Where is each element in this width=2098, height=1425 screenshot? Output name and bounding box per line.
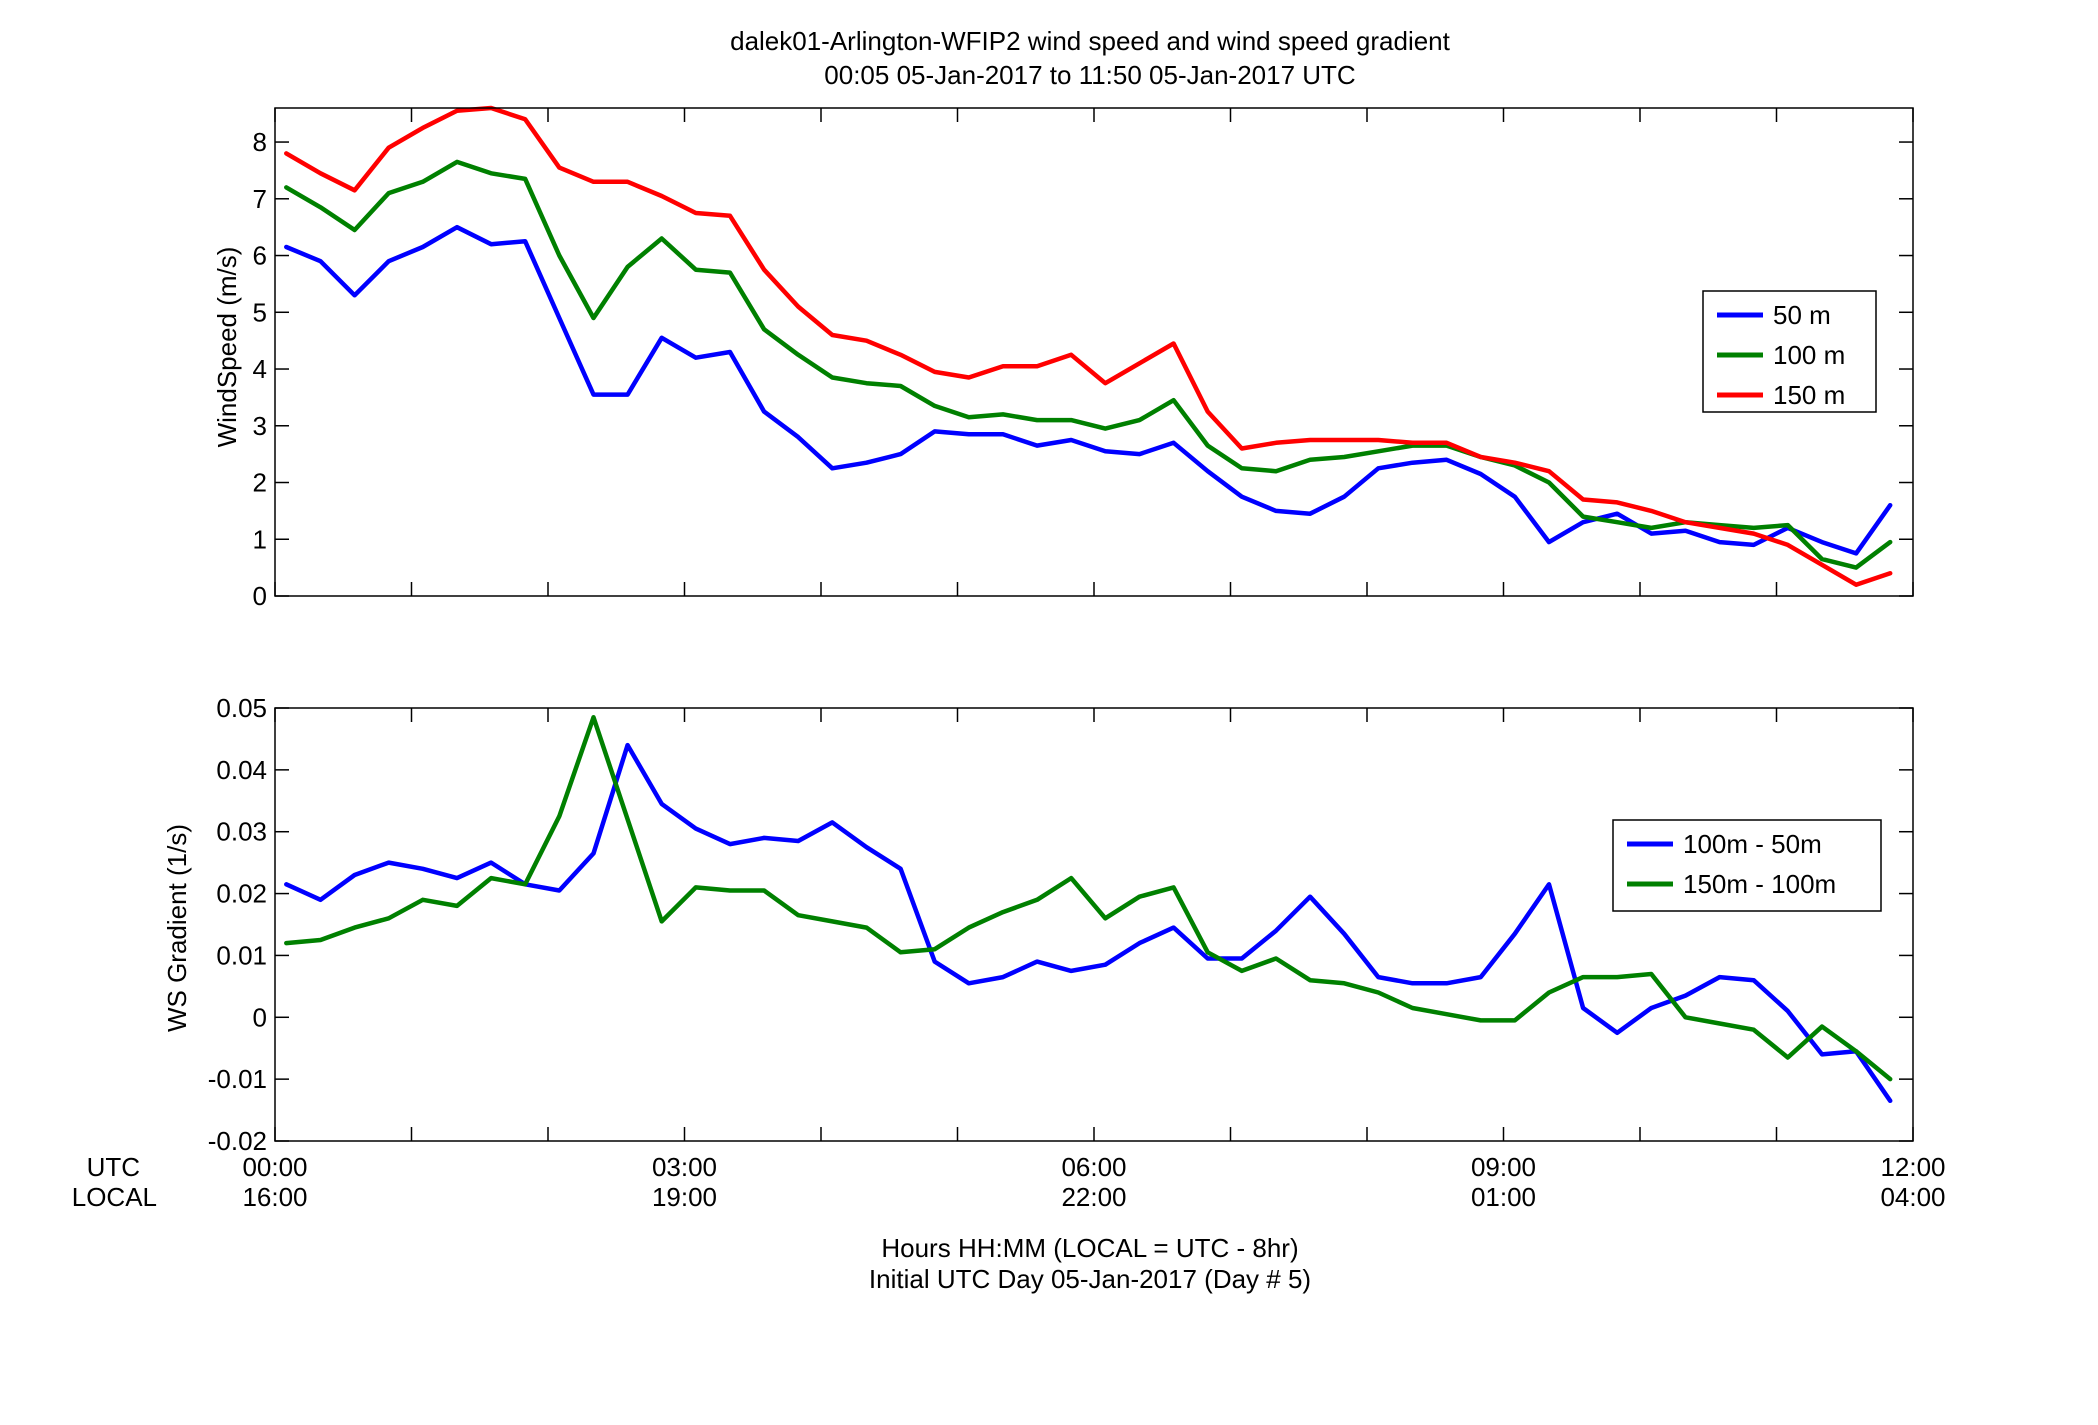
gradient-legend-label: 100m - 50m [1683,829,1822,859]
chart-title-line1: dalek01-Arlington-WFIP2 wind speed and w… [730,26,1451,56]
gradient-ytick-label: 0.04 [216,755,267,785]
gradient-ytick-label: 0 [253,1002,267,1032]
local-tick-label: 22:00 [1061,1182,1126,1212]
windspeed-axes-frame [274,107,1914,597]
gradient-series-2-line [284,715,1893,1082]
windspeed-legend-label: 150 m [1773,380,1845,410]
gradient-legend-label: 150m - 100m [1683,869,1836,899]
gradient-legend-box [1612,819,1882,912]
top-ylabel: WindSpeed (m/s) [212,247,242,448]
utc-tick-label: 03:00 [652,1152,717,1182]
local-row-label: LOCAL [72,1182,157,1212]
x-axis-label-line2: Initial UTC Day 05-Jan-2017 (Day # 5) [869,1264,1311,1294]
gradient-legend: 100m - 50m 150m - 100m [1612,819,1882,912]
windspeed-series-3-line [284,105,1893,587]
gradient-ytick-label: 0.01 [216,940,267,970]
windspeed-legend-label: 50 m [1773,300,1831,330]
gradient-ytick-label: 0.02 [216,879,267,909]
windspeed-ytick-label: 5 [253,297,267,327]
windspeed-ytick-label: 4 [253,354,267,384]
gradient-ytick-label: -0.01 [208,1064,267,1094]
windspeed-legend-box [1702,290,1877,413]
windspeed-legend-label: 100 m [1773,340,1845,370]
local-tick-label: 04:00 [1880,1182,1945,1212]
gradient-ytick-label: -0.02 [208,1126,267,1156]
utc-tick-label: 12:00 [1880,1152,1945,1182]
windspeed-ytick-label: 1 [253,524,267,554]
gradient-ytick-label: 0.05 [216,693,267,723]
utc-tick-label: 06:00 [1061,1152,1126,1182]
windspeed-ytick-label: 2 [253,468,267,498]
windspeed-ytick-label: 7 [253,184,267,214]
utc-tick-label: 09:00 [1471,1152,1536,1182]
bottom-ylabel: WS Gradient (1/s) [162,824,192,1032]
windspeed-ytick-label: 0 [253,581,267,611]
gradient-series-1-line [284,742,1893,1104]
local-tick-label: 16:00 [242,1182,307,1212]
local-tick-label: 19:00 [652,1182,717,1212]
utc-row-label: UTC [87,1152,140,1182]
x-axis-label-line1: Hours HH:MM (LOCAL = UTC - 8hr) [881,1233,1298,1263]
gradient-axes-frame [274,707,1914,1142]
gradient-panel: -0.02 -0.01 0 0.01 0.02 0.03 0.04 0.05 100m - 50… [208,693,1914,1156]
local-tick-label: 01:00 [1471,1182,1536,1212]
utc-tick-label: 00:00 [242,1152,307,1182]
chart-title-line2: 00:05 05-Jan-2017 to 11:50 05-Jan-2017 U… [824,60,1355,90]
windspeed-series-1-line [284,224,1893,556]
windspeed-ytick-label: 6 [253,241,267,271]
windspeed-legend: 50 m 100 m 150 m [1702,290,1877,413]
windspeed-ytick-label: 8 [253,127,267,157]
gradient-ytick-label: 0.03 [216,817,267,847]
windspeed-panel: 0 1 2 3 4 5 6 7 8 50 m 100 m 150 m [253,105,1914,611]
windspeed-ytick-label: 3 [253,411,267,441]
windspeed-series-2-line [284,159,1893,570]
